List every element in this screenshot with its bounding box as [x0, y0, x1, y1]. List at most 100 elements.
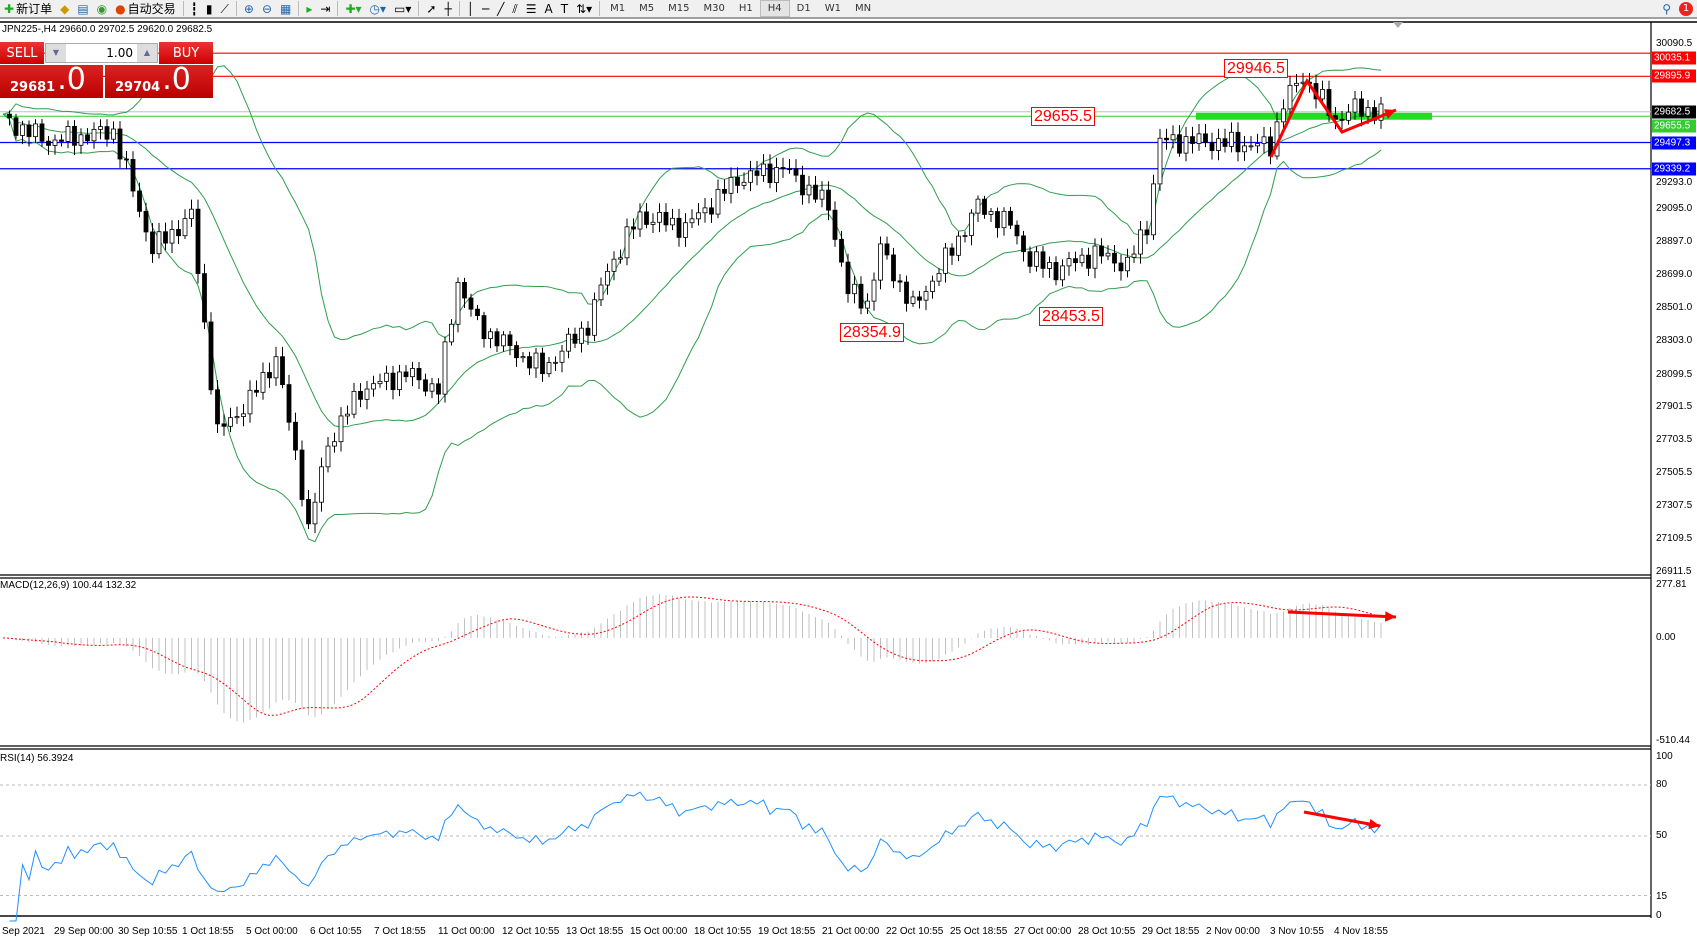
- add-indicator-icon: ✚▾: [345, 1, 362, 16]
- notifications-button[interactable]: 1: [1675, 0, 1697, 17]
- timeframe-m15[interactable]: M15: [668, 3, 690, 14]
- buy-button[interactable]: BUY: [159, 42, 213, 64]
- timeframe-d1[interactable]: D1: [796, 3, 811, 14]
- candle-body: [345, 413, 350, 417]
- candle-body: [20, 124, 25, 136]
- candle-body: [761, 163, 766, 176]
- candle-body: [1352, 98, 1358, 113]
- crosshair-button[interactable]: ┼: [440, 0, 455, 17]
- horizontal-line-button[interactable]: ─: [478, 0, 493, 17]
- timeframe-m30[interactable]: M30: [703, 3, 725, 14]
- candle-body: [286, 384, 292, 423]
- data-window-button[interactable]: ▤: [73, 0, 92, 17]
- candle-body: [338, 415, 344, 443]
- channel-button[interactable]: ⫽: [508, 0, 521, 17]
- rsi-divergence-arrow: [1303, 810, 1381, 828]
- increase-lot-icon[interactable]: ▲: [137, 44, 157, 62]
- timeframe-mn[interactable]: MN: [854, 3, 872, 14]
- timeframe-h4[interactable]: H4: [759, 0, 790, 17]
- candle-body: [1229, 131, 1234, 147]
- candle-body: [904, 281, 909, 304]
- zoom-out-icon: ⊖: [261, 1, 273, 16]
- time-axis-label: 3 Nov 10:55: [1270, 926, 1324, 937]
- signal-icon: ◉: [96, 1, 108, 16]
- candle-body: [364, 388, 370, 400]
- candle-body: [689, 218, 695, 224]
- candle-body: [1112, 252, 1117, 264]
- search-button[interactable]: ⚲: [1658, 0, 1675, 17]
- candle-body: [475, 308, 480, 317]
- periods-button[interactable]: ◷▾: [366, 0, 391, 17]
- auto-trading-button[interactable]: ● 自动交易: [115, 1, 176, 17]
- candle-body: [202, 273, 207, 323]
- sell-button[interactable]: SELL: [0, 42, 44, 64]
- candle-body: [1320, 89, 1325, 100]
- price-label-low[interactable]: 28354.9: [840, 323, 904, 342]
- candle-body: [254, 389, 259, 393]
- rsi-axis-80: 80: [1656, 779, 1668, 790]
- text-label-button[interactable]: T: [557, 0, 572, 17]
- candle-body: [488, 331, 493, 339]
- candle-body: [1242, 145, 1247, 153]
- timeframe-w1[interactable]: W1: [824, 3, 841, 14]
- tile-windows-button[interactable]: ▦: [276, 0, 295, 17]
- candle-body: [1066, 258, 1072, 267]
- timeframe-m1[interactable]: M1: [610, 3, 626, 14]
- signal-button[interactable]: ◉: [93, 0, 111, 17]
- price-label-support[interactable]: 29655.5: [1031, 107, 1095, 126]
- vertical-line-button[interactable]: │: [463, 0, 478, 17]
- clock-icon: ◷▾: [369, 1, 387, 16]
- template-icon: ▭▾: [394, 1, 412, 16]
- candle-body: [520, 356, 526, 359]
- candle-body: [865, 300, 870, 309]
- fibonacci-button[interactable]: ☰: [522, 0, 541, 17]
- candle-body: [605, 270, 610, 286]
- zoom-out-button[interactable]: ⊖: [258, 0, 276, 17]
- candle-body: [163, 231, 168, 244]
- line-chart-button[interactable]: ⟋: [216, 0, 232, 17]
- price-label-low-2[interactable]: 28453.5: [1039, 307, 1103, 326]
- candle-body: [845, 261, 851, 295]
- market-watch-button[interactable]: ◆: [56, 0, 73, 17]
- timeframe-h1[interactable]: H1: [738, 3, 753, 14]
- bar-chart-button[interactable]: ┇: [187, 0, 202, 17]
- candle-body: [1339, 118, 1345, 121]
- templates-button[interactable]: ▭▾: [390, 0, 415, 17]
- lot-size-input[interactable]: 1.00: [106, 46, 133, 60]
- candle-body: [156, 231, 162, 255]
- candle-body: [241, 413, 246, 417]
- grid-icon: ▦: [280, 1, 292, 16]
- candle-body: [741, 181, 747, 186]
- timeframe-m5[interactable]: M5: [639, 3, 655, 14]
- search-icon: ⚲: [1662, 1, 1671, 16]
- indicators-button[interactable]: ✚▾: [341, 0, 365, 17]
- cursor-button[interactable]: ➚: [422, 0, 440, 17]
- time-axis-label: 30 Sep 10:55: [118, 926, 178, 937]
- candle-body: [676, 217, 682, 238]
- text-button[interactable]: A: [541, 0, 557, 17]
- sell-price[interactable]: 29681.0: [0, 65, 103, 98]
- trendline-button[interactable]: ╱: [493, 0, 508, 17]
- candle-body: [975, 198, 981, 214]
- candle-body: [195, 208, 201, 274]
- zoom-in-button[interactable]: ⊕: [240, 0, 258, 17]
- price-label-high[interactable]: 29946.5: [1224, 59, 1288, 78]
- notification-badge: 1: [1679, 1, 1693, 16]
- autoscroll-button[interactable]: ▸: [302, 0, 316, 17]
- text-label-icon: T: [560, 1, 569, 16]
- candle-body: [1086, 254, 1091, 269]
- candle-body: [130, 159, 136, 192]
- candle-body: [1281, 108, 1286, 123]
- decrease-lot-icon[interactable]: ▼: [46, 44, 66, 62]
- time-axis-label: 19 Oct 18:55: [758, 926, 816, 937]
- candle-body: [410, 368, 415, 378]
- arrows-button[interactable]: ⇅▾: [572, 0, 596, 17]
- new-order-button[interactable]: ✚ 新订单: [4, 1, 53, 17]
- candle-chart-button[interactable]: ▮: [202, 0, 217, 17]
- chart-shift-button[interactable]: ⇥: [316, 0, 334, 17]
- candle-body: [793, 168, 799, 176]
- buy-price[interactable]: 29704.0: [105, 65, 213, 98]
- lot-size-stepper[interactable]: ▼ 1.00 ▲: [45, 43, 158, 63]
- candle-body: [1177, 134, 1182, 154]
